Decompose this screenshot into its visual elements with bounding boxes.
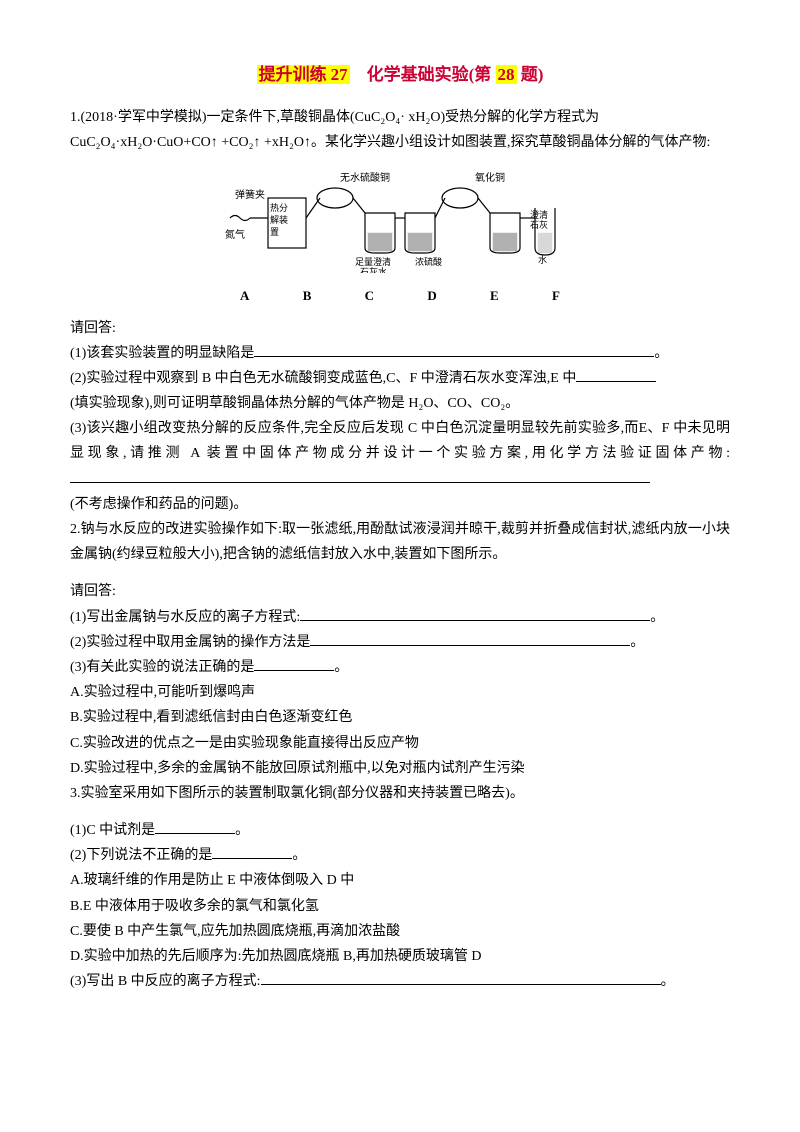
svg-text:弹簧夹: 弹簧夹 — [235, 188, 265, 201]
blank-q1-2 — [576, 366, 656, 382]
svg-text:氮气: 氮气 — [225, 228, 245, 241]
q2-optB: B.实验过程中,看到滤纸信封由白色逐渐变红色 — [70, 705, 730, 730]
q1-intro: 1.(2018·学军中学模拟)一定条件下,草酸铜晶体(CuC₂O₄· xH₂O)… — [70, 105, 730, 130]
q3-optB: B.E 中液体用于吸收多余的氯气和氯化氢 — [70, 894, 730, 919]
q2-optD: D.实验过程中,多余的金属钠不能放回原试剂瓶中,以免对瓶内试剂产生污染 — [70, 756, 730, 781]
blank-q2-2 — [310, 630, 630, 646]
svg-text:水: 水 — [538, 254, 547, 265]
q3-part1: (1)C 中试剂是。 — [70, 818, 730, 843]
q1-part2: (2)实验过程中观察到 B 中白色无水硫酸铜变成蓝色,C、F 中澄清石灰水变浑浊… — [70, 366, 730, 391]
svg-text:足量澄清: 足量澄清 — [355, 256, 391, 267]
svg-text:氧化铜: 氧化铜 — [475, 171, 505, 184]
q1-part2-cont: (填实验现象),则可证明草酸铜晶体热分解的气体产物是 H₂O、CO、CO₂。 — [70, 391, 730, 416]
q1-prompt: 请回答: — [70, 316, 730, 341]
svg-text:石灰: 石灰 — [530, 219, 548, 230]
q2-part3: (3)有关此实验的说法正确的是。 — [70, 655, 730, 680]
q1-part3: (3)该兴趣小组改变热分解的反应条件,完全反应后发现 C 中白色沉淀量明显较先前… — [70, 416, 730, 492]
q3-optC: C.要使 B 中产生氯气,应先加热圆底烧瓶,再滴加浓盐酸 — [70, 919, 730, 944]
blank-q1-3 — [70, 467, 650, 483]
q3-part2: (2)下列说法不正确的是。 — [70, 843, 730, 868]
q1-formula: CuC₂O₄·xH₂O·CuO+CO↑ +CO₂↑ +xH₂O↑。某化学兴趣小组… — [70, 130, 730, 155]
blank-q2-1 — [300, 605, 650, 621]
page-title: 提升训练27 化学基础实验(第 28 题) — [70, 60, 730, 91]
q2-optA: A.实验过程中,可能听到爆鸣声 — [70, 680, 730, 705]
blank-q3-3 — [261, 969, 661, 985]
svg-text:无水硫酸铜: 无水硫酸铜 — [340, 171, 390, 184]
q2-prompt: 请回答: — [70, 579, 730, 604]
q3-intro: 3.实验室采用如下图所示的装置制取氯化铜(部分仪器和夹持装置已略去)。 — [70, 781, 730, 806]
q3-part3: (3)写出 B 中反应的离子方程式:。 — [70, 969, 730, 994]
q1-part1: (1)该套实验装置的明显缺陷是。 — [70, 341, 730, 366]
svg-text:解装: 解装 — [270, 214, 288, 225]
svg-text:澄清: 澄清 — [530, 209, 548, 220]
q2-intro: 2.钠与水反应的改进实验操作如下:取一张滤纸,用酚酞试液浸润并晾干,裁剪并折叠成… — [70, 517, 730, 567]
q2-optC: C.实验改进的优点之一是由实验现象能直接得出反应产物 — [70, 731, 730, 756]
blank-q1-1 — [254, 341, 654, 357]
svg-text:置: 置 — [270, 227, 279, 237]
svg-text:石灰水: 石灰水 — [360, 266, 387, 273]
svg-text:浓硫酸: 浓硫酸 — [415, 256, 442, 267]
q3-optA: A.玻璃纤维的作用是防止 E 中液体倒吸入 D 中 — [70, 868, 730, 893]
blank-q3-1 — [155, 818, 235, 834]
diagram-bottom-labels: A B C D E F — [220, 284, 580, 307]
blank-q2-3 — [254, 655, 334, 671]
svg-text:热分: 热分 — [270, 202, 288, 213]
apparatus-diagram: 弹簧夹 氮气 热分 解装 置 无水硫酸铜 氧化铜 澄清 石灰 水 足量澄清 石灰… — [70, 163, 730, 308]
q3-optD: D.实验中加热的先后顺序为:先加热圆底烧瓶 B,再加热硬质玻璃管 D — [70, 944, 730, 969]
q1-part3-end: (不考虑操作和药品的问题)。 — [70, 492, 730, 517]
q2-part1: (1)写出金属钠与水反应的离子方程式:。 — [70, 605, 730, 630]
blank-q3-2 — [212, 843, 292, 859]
q2-part2: (2)实验过程中取用金属钠的操作方法是。 — [70, 630, 730, 655]
